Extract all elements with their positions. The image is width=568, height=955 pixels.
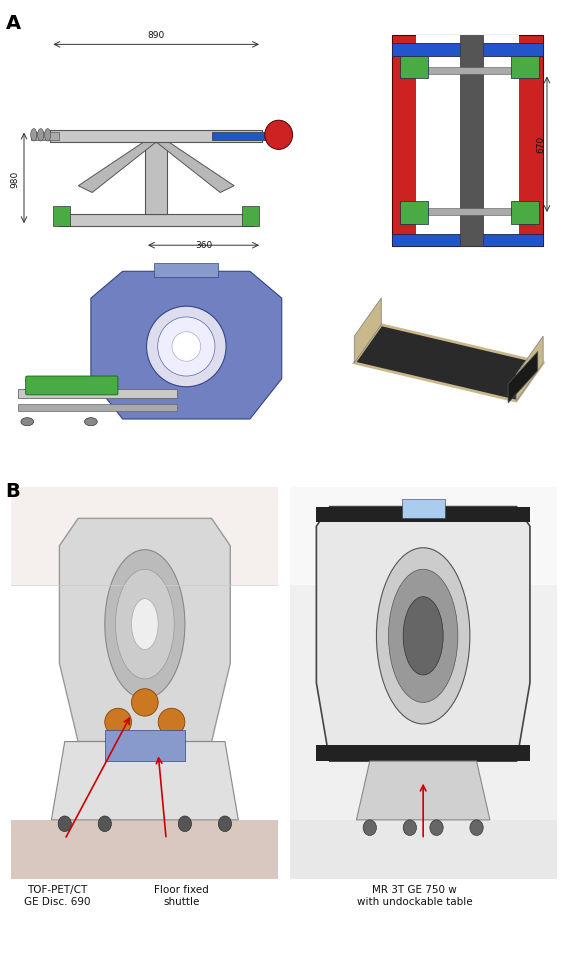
Text: MR 3T GE 750 w
with undockable table: MR 3T GE 750 w with undockable table xyxy=(357,885,473,907)
Bar xyxy=(392,234,543,246)
Polygon shape xyxy=(60,519,230,741)
Ellipse shape xyxy=(85,417,97,426)
Ellipse shape xyxy=(403,597,443,675)
Bar xyxy=(316,506,530,522)
Ellipse shape xyxy=(105,709,131,735)
Text: A: A xyxy=(6,14,21,33)
Ellipse shape xyxy=(470,819,483,836)
Polygon shape xyxy=(91,271,282,419)
Ellipse shape xyxy=(389,569,458,703)
Ellipse shape xyxy=(131,689,158,716)
Bar xyxy=(18,390,177,397)
Ellipse shape xyxy=(218,816,232,832)
Polygon shape xyxy=(354,298,381,363)
Ellipse shape xyxy=(363,819,377,836)
Bar xyxy=(31,132,59,139)
Bar xyxy=(392,35,543,246)
Text: TOF-PET/CT
GE Disc. 690: TOF-PET/CT GE Disc. 690 xyxy=(23,885,90,907)
Ellipse shape xyxy=(31,129,37,141)
Ellipse shape xyxy=(147,307,226,387)
Bar xyxy=(290,487,557,584)
Ellipse shape xyxy=(403,819,416,836)
Ellipse shape xyxy=(37,129,44,141)
Polygon shape xyxy=(51,741,239,819)
Text: B: B xyxy=(6,482,20,501)
Bar xyxy=(402,499,445,519)
Ellipse shape xyxy=(158,317,215,376)
Text: 360: 360 xyxy=(195,242,212,250)
Ellipse shape xyxy=(158,709,185,735)
Ellipse shape xyxy=(98,816,111,832)
Polygon shape xyxy=(357,761,490,819)
Bar xyxy=(59,214,254,226)
Polygon shape xyxy=(156,142,234,193)
Ellipse shape xyxy=(115,569,174,679)
Bar xyxy=(11,487,278,584)
Bar xyxy=(511,55,539,78)
Bar xyxy=(400,202,428,223)
Polygon shape xyxy=(516,336,543,401)
Bar xyxy=(511,202,539,223)
Bar xyxy=(18,404,177,411)
Bar xyxy=(290,819,557,879)
Bar xyxy=(53,206,70,226)
Ellipse shape xyxy=(178,816,191,832)
Polygon shape xyxy=(78,142,156,193)
Ellipse shape xyxy=(172,331,201,361)
Bar xyxy=(428,67,511,74)
Ellipse shape xyxy=(377,548,470,724)
Ellipse shape xyxy=(21,417,34,426)
Ellipse shape xyxy=(265,120,293,149)
Ellipse shape xyxy=(105,550,185,698)
Text: 670: 670 xyxy=(536,136,545,153)
Bar xyxy=(316,746,530,761)
Ellipse shape xyxy=(58,816,72,832)
Bar xyxy=(51,130,262,142)
Bar xyxy=(400,55,428,78)
Polygon shape xyxy=(508,351,538,403)
Ellipse shape xyxy=(430,819,443,836)
Bar xyxy=(145,142,168,214)
Polygon shape xyxy=(316,506,530,761)
Bar xyxy=(428,208,511,215)
Text: Floor fixed
shuttle: Floor fixed shuttle xyxy=(154,885,209,907)
Ellipse shape xyxy=(45,129,51,141)
Bar xyxy=(11,819,278,879)
Bar xyxy=(416,35,519,246)
Ellipse shape xyxy=(131,599,158,649)
Bar xyxy=(392,43,543,55)
Bar xyxy=(243,206,259,226)
Bar xyxy=(460,35,483,246)
Bar xyxy=(105,730,185,761)
Text: 980: 980 xyxy=(11,170,20,187)
Polygon shape xyxy=(354,325,543,401)
Bar xyxy=(154,264,218,277)
FancyBboxPatch shape xyxy=(26,376,118,394)
Bar xyxy=(212,132,273,139)
Text: 890: 890 xyxy=(148,31,165,40)
